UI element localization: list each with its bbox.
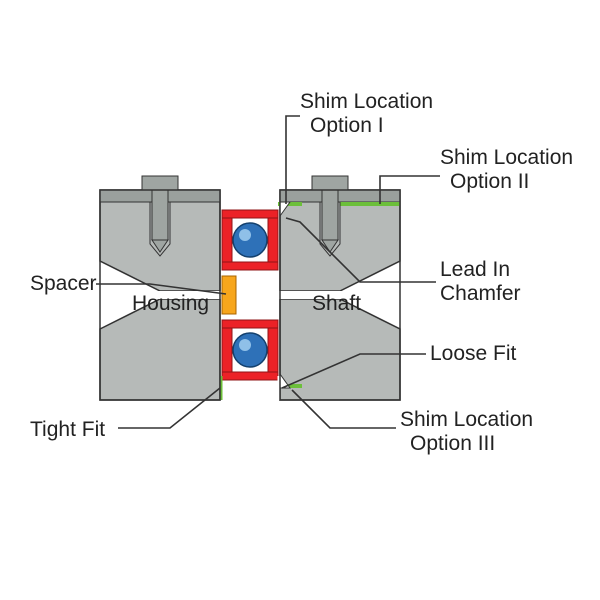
bearing-upper-inner-race bbox=[268, 210, 278, 270]
label-shim3-a: Shim Location bbox=[400, 408, 533, 431]
bearing-lower-cap-top bbox=[222, 320, 278, 328]
bearing-upper-outer-race bbox=[222, 210, 232, 270]
label-shim1-b: Option I bbox=[310, 114, 384, 137]
bearing-upper-cap-bot bbox=[222, 262, 278, 270]
ball-lower-highlight bbox=[239, 339, 251, 351]
label-loose: Loose Fit bbox=[430, 342, 517, 365]
label-lead-b: Chamfer bbox=[440, 282, 521, 305]
label-housing: Housing bbox=[132, 292, 209, 315]
bolt-right-head bbox=[312, 176, 348, 190]
bearing-upper-cap-top bbox=[222, 210, 278, 218]
ball-upper-highlight bbox=[239, 229, 251, 241]
label-lead-a: Lead In bbox=[440, 258, 510, 281]
label-shim3-b: Option III bbox=[410, 432, 495, 455]
bearing-lower-cap-bot bbox=[222, 372, 278, 380]
label-tight: Tight Fit bbox=[30, 418, 105, 441]
label-shaft: Shaft bbox=[312, 292, 361, 315]
ball-lower bbox=[233, 333, 267, 367]
label-spacer: Spacer bbox=[30, 272, 97, 295]
label-shim2-a: Shim Location bbox=[440, 146, 573, 169]
shim-2 bbox=[340, 202, 400, 206]
ball-upper bbox=[233, 223, 267, 257]
bolt-left-head bbox=[142, 176, 178, 190]
bearing-lower-inner-race bbox=[268, 320, 278, 380]
bearing-lower-outer-race bbox=[222, 320, 232, 380]
spacer bbox=[222, 276, 236, 314]
label-shim1-a: Shim Location bbox=[300, 90, 433, 113]
shaft-top-plate bbox=[280, 190, 400, 202]
label-shim2-b: Option II bbox=[450, 170, 529, 193]
